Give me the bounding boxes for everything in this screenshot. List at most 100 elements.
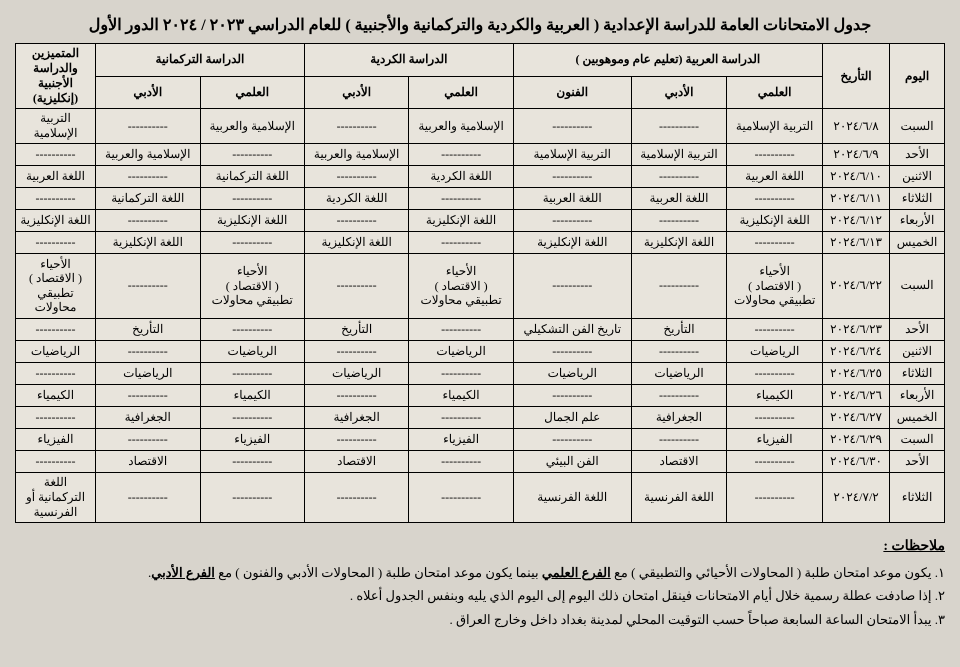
- cell-k_lit: ----------: [304, 109, 408, 144]
- cell-day: الأربعاء: [890, 210, 945, 232]
- cell-t_lit: التأريخ: [96, 318, 201, 340]
- cell-a_art: التربية الإسلامية: [513, 144, 631, 166]
- cell-f: ----------: [16, 232, 96, 254]
- cell-k_lit: ----------: [304, 166, 408, 188]
- cell-k_sci: ----------: [409, 318, 513, 340]
- col-arabic: الدراسة العربية (تعليم عام وموهوبين ): [513, 44, 822, 77]
- cell-a_art: ----------: [513, 340, 631, 362]
- cell-day: الثلاثاء: [890, 472, 945, 522]
- table-row: السبت٢٠٢٤/٦/٢٢الأحياء( الاقتصاد )تطبيقي …: [16, 254, 945, 319]
- cell-t_sci: ----------: [200, 472, 304, 522]
- cell-date: ٢٠٢٤/٦/٨: [822, 109, 889, 144]
- cell-f: ----------: [16, 144, 96, 166]
- cell-day: السبت: [890, 428, 945, 450]
- table-row: الثلاثاء٢٠٢٤/٦/٢٥----------الرياضياتالري…: [16, 362, 945, 384]
- table-row: الأحد٢٠٢٤/٦/٣٠----------الاقتصادالفن الب…: [16, 450, 945, 472]
- cell-k_lit: ----------: [304, 384, 408, 406]
- cell-k_lit: الرياضيات: [304, 362, 408, 384]
- cell-a_lit: ----------: [631, 384, 727, 406]
- cell-a_art: اللغة العربية: [513, 188, 631, 210]
- cell-t_lit: ----------: [96, 166, 201, 188]
- cell-a_art: اللغة الفرنسية: [513, 472, 631, 522]
- cell-t_sci: الرياضيات: [200, 340, 304, 362]
- cell-t_sci: الإسلامية والعربية: [200, 109, 304, 144]
- cell-t_lit: ----------: [96, 254, 201, 319]
- cell-t_sci: ----------: [200, 318, 304, 340]
- cell-t_sci: الفيزياء: [200, 428, 304, 450]
- note-line: ١. يكون موعد امتحان طلبة ( المحاولات الأ…: [15, 563, 945, 584]
- cell-a_lit: الاقتصاد: [631, 450, 727, 472]
- cell-k_sci: الرياضيات: [409, 340, 513, 362]
- col-k-sci: العلمي: [409, 76, 513, 109]
- cell-a_lit: الرياضيات: [631, 362, 727, 384]
- cell-t_lit: ----------: [96, 472, 201, 522]
- table-row: الاثنين٢٠٢٤/٦/٢٤الرياضيات---------------…: [16, 340, 945, 362]
- col-day: اليوم: [890, 44, 945, 109]
- cell-a_sci: ----------: [727, 406, 823, 428]
- cell-a_art: ----------: [513, 210, 631, 232]
- exam-schedule-table: اليوم التأريخ الدراسة العربية (تعليم عام…: [15, 43, 945, 523]
- notes-heading: ملاحظات :: [15, 538, 945, 555]
- cell-f: الرياضيات: [16, 340, 96, 362]
- cell-date: ٢٠٢٤/٦/٢٤: [822, 340, 889, 362]
- table-body: السبت٢٠٢٤/٦/٨التربية الإسلامية----------…: [16, 109, 945, 523]
- cell-k_lit: التأريخ: [304, 318, 408, 340]
- header-row-2: العلمي الأدبي الفنون العلمي الأدبي العلم…: [16, 76, 945, 109]
- cell-t_sci: الكيمياء: [200, 384, 304, 406]
- cell-a_art: ----------: [513, 109, 631, 144]
- cell-date: ٢٠٢٤/٦/٢٧: [822, 406, 889, 428]
- cell-a_lit: اللغة الفرنسية: [631, 472, 727, 522]
- cell-t_lit: الاقتصاد: [96, 450, 201, 472]
- cell-a_art: اللغة الإنكليزية: [513, 232, 631, 254]
- cell-a_lit: ----------: [631, 210, 727, 232]
- cell-a_art: الفن البيئي: [513, 450, 631, 472]
- cell-k_sci: ----------: [409, 450, 513, 472]
- cell-a_lit: ----------: [631, 109, 727, 144]
- cell-day: الأحد: [890, 318, 945, 340]
- cell-t_lit: ----------: [96, 109, 201, 144]
- cell-k_lit: ----------: [304, 340, 408, 362]
- table-row: السبت٢٠٢٤/٦/٨التربية الإسلامية----------…: [16, 109, 945, 144]
- cell-day: الأربعاء: [890, 384, 945, 406]
- cell-t_lit: الجغرافية: [96, 406, 201, 428]
- cell-a_lit: التربية الإسلامية: [631, 144, 727, 166]
- table-row: الثلاثاء٢٠٢٤/٦/١١----------اللغة العربية…: [16, 188, 945, 210]
- cell-a_art: ----------: [513, 428, 631, 450]
- cell-date: ٢٠٢٤/٦/٢٥: [822, 362, 889, 384]
- cell-date: ٢٠٢٤/٦/٢٦: [822, 384, 889, 406]
- cell-k_sci: ----------: [409, 472, 513, 522]
- cell-f: ----------: [16, 450, 96, 472]
- cell-t_lit: ----------: [96, 210, 201, 232]
- cell-a_sci: الرياضيات: [727, 340, 823, 362]
- cell-k_lit: الاقتصاد: [304, 450, 408, 472]
- cell-k_lit: الجغرافية: [304, 406, 408, 428]
- table-row: السبت٢٠٢٤/٦/٢٩ الفيزياء ------------------…: [16, 428, 945, 450]
- cell-k_sci: ----------: [409, 232, 513, 254]
- cell-a_sci: ----------: [727, 318, 823, 340]
- cell-f: الكيمياء: [16, 384, 96, 406]
- cell-day: الأحد: [890, 450, 945, 472]
- page-title: جدول الامتحانات العامة للدراسة الإعدادية…: [15, 15, 945, 35]
- cell-t_sci: ----------: [200, 232, 304, 254]
- col-a-sci: العلمي: [727, 76, 823, 109]
- cell-date: ٢٠٢٤/٦/١٢: [822, 210, 889, 232]
- cell-a_lit: التأريخ: [631, 318, 727, 340]
- col-t-lit: الأدبي: [96, 76, 201, 109]
- cell-date: ٢٠٢٤/٦/٢٩: [822, 428, 889, 450]
- cell-k_sci: اللغة الكردية: [409, 166, 513, 188]
- cell-date: ٢٠٢٤/٦/١٣: [822, 232, 889, 254]
- cell-a_lit: ----------: [631, 340, 727, 362]
- cell-a_lit: ----------: [631, 166, 727, 188]
- cell-k_sci: اللغة الإنكليزية: [409, 210, 513, 232]
- cell-a_sci: ----------: [727, 472, 823, 522]
- col-date: التأريخ: [822, 44, 889, 109]
- cell-k_lit: اللغة الكردية: [304, 188, 408, 210]
- cell-day: الاثنين: [890, 166, 945, 188]
- cell-a_art: الرياضيات: [513, 362, 631, 384]
- cell-day: الخميس: [890, 232, 945, 254]
- cell-a_sci: ----------: [727, 450, 823, 472]
- cell-a_lit: ----------: [631, 428, 727, 450]
- cell-a_lit: الجغرافية: [631, 406, 727, 428]
- cell-a_sci: ----------: [727, 362, 823, 384]
- cell-k_lit: ----------: [304, 210, 408, 232]
